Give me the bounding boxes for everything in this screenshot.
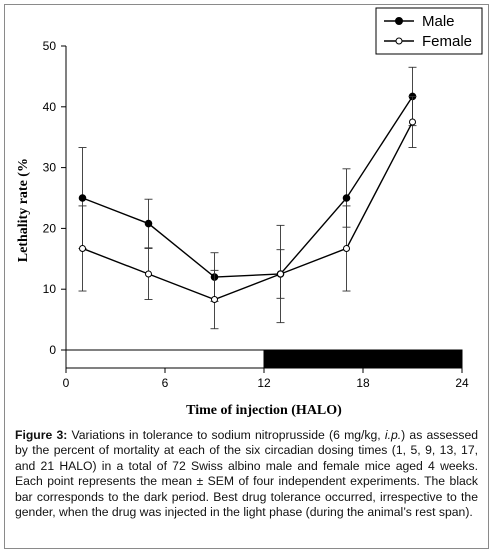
legend-label-female: Female	[422, 33, 472, 50]
x-tick-label: 24	[455, 376, 469, 390]
y-tick-label: 20	[43, 221, 57, 235]
lethality-chart: 0 10 20 30 40 50 0 6 12 18 24 Male Female Time of i…	[16, 7, 483, 418]
figure-frame	[4, 4, 489, 549]
x-tick-label: 18	[356, 376, 370, 390]
chart-axes: 0 10 20 30 40 50 0 6 12 18 24	[43, 39, 469, 390]
chart-legend: Male Female	[375, 7, 483, 55]
y-tick-label: 30	[43, 161, 57, 175]
legend-box	[375, 7, 483, 55]
point-male	[78, 194, 87, 202]
caption-text-2: ) as assessed by the percent of mortalit…	[15, 428, 479, 520]
bar-segment-dark	[263, 349, 463, 369]
point-female	[145, 270, 152, 278]
legend-label-male: Male	[422, 13, 455, 30]
bar-segment-light	[65, 349, 265, 369]
caption-italic: i.p.	[384, 428, 402, 442]
point-female	[211, 296, 218, 304]
caption-text-1: Variations in tolerance to sodium nitrop…	[67, 428, 385, 442]
point-female	[343, 244, 350, 252]
y-tick-label: 0	[49, 343, 56, 357]
y-tick-label: 50	[43, 39, 57, 53]
chart-series	[78, 66, 417, 330]
point-female	[409, 118, 416, 126]
point-male	[342, 194, 351, 202]
point-male	[144, 219, 153, 228]
x-tick-label: 6	[162, 376, 169, 390]
series-line-female	[82, 121, 414, 301]
light-dark-bar	[65, 349, 463, 369]
caption-label: Figure 3:	[15, 428, 68, 442]
y-axis-title: Lethality rate (%	[16, 158, 31, 262]
point-female	[79, 244, 86, 252]
legend-marker-male	[395, 17, 403, 25]
series-female	[78, 96, 417, 330]
series-line-male	[82, 96, 414, 278]
point-female	[277, 270, 284, 278]
y-tick-label: 10	[43, 282, 57, 296]
x-tick-label: 0	[63, 376, 70, 390]
x-tick-label: 12	[257, 376, 271, 390]
figure-caption: Figure 3: Variations in tolerance to sod…	[15, 428, 478, 520]
legend-marker-female	[395, 37, 403, 45]
y-tick-label: 40	[43, 100, 57, 114]
x-axis-title: Time of injection (HALO)	[186, 403, 342, 418]
